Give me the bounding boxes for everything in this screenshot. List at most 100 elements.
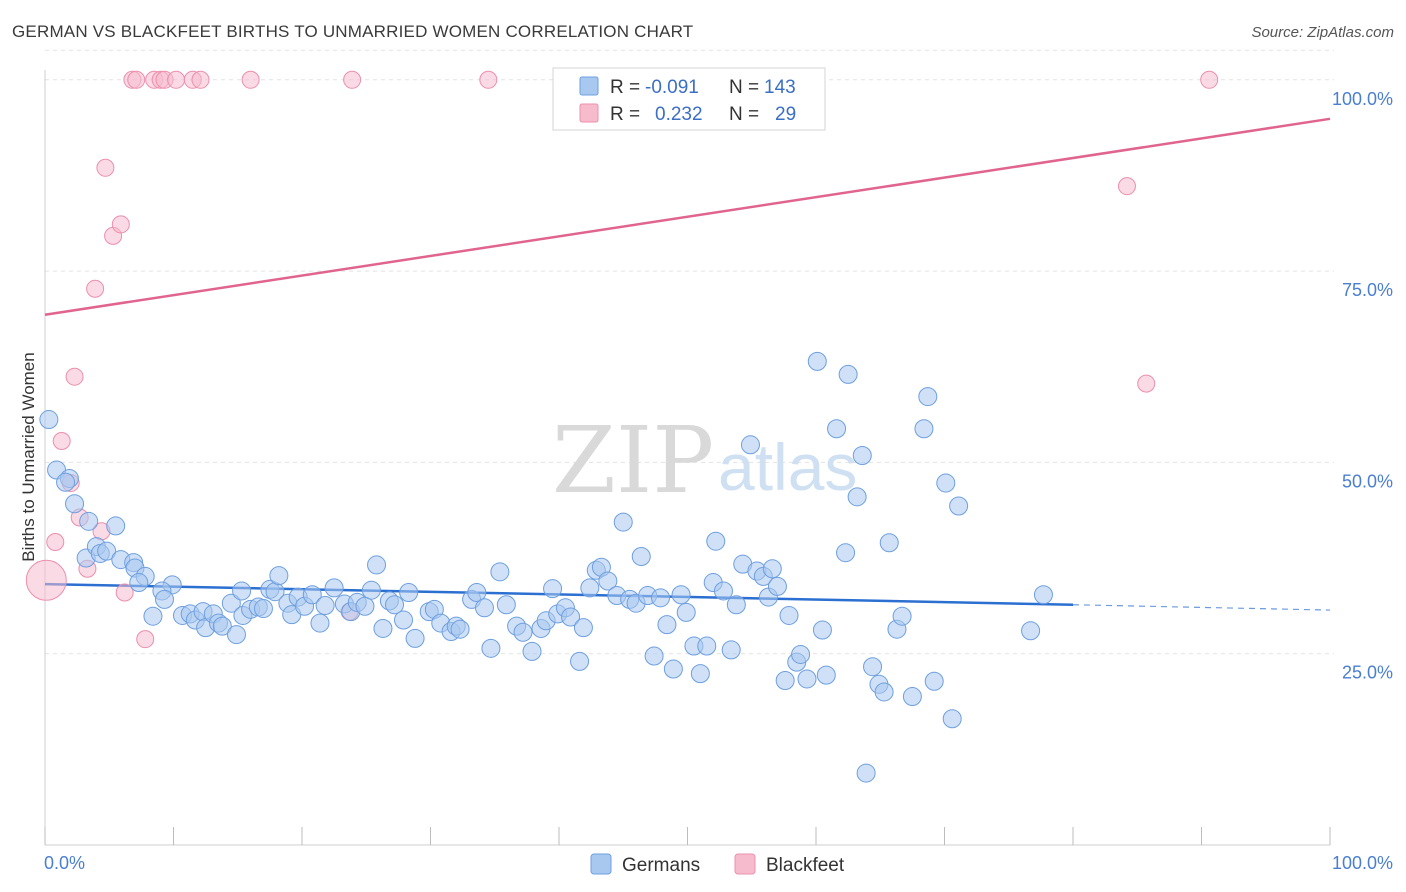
bottom-legend-label-blackfeet: Blackfeet bbox=[766, 855, 845, 876]
blackfeet-point-25 bbox=[479, 70, 498, 89]
legend-n-value-blackfeet: 29 bbox=[775, 104, 796, 125]
blackfeet-point-26 bbox=[1200, 70, 1219, 89]
german-point-27 bbox=[212, 616, 232, 636]
blackfeet-points bbox=[25, 70, 1219, 649]
german-point-28 bbox=[221, 593, 241, 613]
german-points bbox=[39, 351, 1053, 783]
german-point-69 bbox=[496, 595, 516, 615]
german-point-43 bbox=[310, 613, 330, 633]
axes bbox=[44, 70, 1331, 846]
legend-n-value-germans: 143 bbox=[764, 77, 796, 98]
german-point-75 bbox=[543, 579, 563, 599]
bottom-legend: Germans Blackfeet bbox=[590, 853, 845, 876]
blackfeet-point-13 bbox=[136, 630, 155, 649]
blackfeet-point-22 bbox=[241, 70, 260, 89]
german-point-140 bbox=[1033, 585, 1053, 605]
bottom-legend-swatch-blackfeet bbox=[734, 853, 756, 875]
german-point-127 bbox=[874, 682, 894, 702]
german-point-132 bbox=[914, 419, 934, 439]
german-point-18 bbox=[155, 589, 175, 609]
german-point-45 bbox=[324, 578, 344, 598]
german-point-123 bbox=[847, 487, 867, 507]
german-point-131 bbox=[902, 687, 922, 707]
y-axis-title: Births to Unmarried Women bbox=[19, 352, 38, 561]
german-point-138 bbox=[856, 763, 876, 783]
german-point-78 bbox=[561, 607, 581, 627]
bottom-legend-label-germans: Germans bbox=[622, 855, 700, 876]
german-point-51 bbox=[367, 555, 387, 575]
german-point-56 bbox=[399, 582, 419, 602]
source-label: Source: ZipAtlas.com bbox=[1251, 24, 1394, 41]
german-point-94 bbox=[663, 659, 683, 679]
german-point-79 bbox=[570, 651, 590, 671]
german-point-71 bbox=[513, 622, 533, 642]
german-point-15 bbox=[129, 573, 149, 593]
legend-r-value-blackfeet: 0.232 bbox=[655, 104, 703, 125]
watermark: ZIP atlas bbox=[552, 407, 857, 514]
blackfeet-point-15 bbox=[127, 70, 146, 89]
blackfeet-point-8 bbox=[96, 158, 115, 177]
german-point-86 bbox=[613, 512, 633, 532]
x-tick-label-0: 0.0% bbox=[44, 853, 85, 873]
german-point-19 bbox=[143, 606, 163, 626]
german-point-101 bbox=[706, 531, 726, 551]
german-point-102 bbox=[713, 581, 733, 601]
legend-swatch-blackfeet bbox=[579, 103, 599, 123]
german-point-72 bbox=[522, 641, 542, 661]
german-point-124 bbox=[852, 446, 872, 466]
legend-swatch-germans bbox=[579, 76, 599, 96]
y-tick-label-2: 75.0% bbox=[1342, 280, 1393, 300]
german-point-63 bbox=[450, 619, 470, 639]
german-point-65 bbox=[467, 582, 487, 602]
german-point-136 bbox=[942, 709, 962, 729]
y-tick-label-1: 50.0% bbox=[1342, 471, 1393, 491]
german-point-111 bbox=[767, 576, 787, 596]
blackfeet-point-12 bbox=[86, 279, 105, 298]
german-point-44 bbox=[315, 595, 335, 615]
german-point-55 bbox=[394, 610, 414, 630]
y-tick-label-0: 25.0% bbox=[1342, 663, 1393, 683]
trend-lines bbox=[44, 117, 1331, 611]
y-tick-labels: 25.0% 50.0% 75.0% 100.0% bbox=[1332, 89, 1393, 683]
blackfeet-point-27 bbox=[1117, 177, 1136, 196]
y-tick-label-3: 100.0% bbox=[1332, 89, 1393, 109]
german-point-93 bbox=[657, 615, 677, 635]
blackfeet-point-10 bbox=[111, 215, 130, 234]
german-point-92 bbox=[651, 588, 671, 608]
german-point-134 bbox=[924, 671, 944, 691]
german-trend-extension bbox=[1072, 604, 1331, 611]
blackfeet-point-0 bbox=[25, 559, 67, 601]
blackfeet-point-23 bbox=[343, 70, 362, 89]
blackfeet-point-19 bbox=[167, 70, 186, 89]
german-point-84 bbox=[598, 571, 618, 591]
german-point-3 bbox=[56, 472, 76, 492]
bottom-legend-swatch-germans bbox=[590, 853, 612, 875]
german-point-135 bbox=[936, 473, 956, 493]
x-tick-label-1: 100.0% bbox=[1332, 853, 1393, 873]
german-point-4 bbox=[65, 494, 85, 514]
german-point-117 bbox=[807, 351, 827, 371]
gridlines bbox=[45, 49, 1334, 655]
german-point-130 bbox=[892, 606, 912, 626]
legend-n-label-blackfeet: N = bbox=[729, 104, 759, 125]
watermark-atlas: atlas bbox=[718, 430, 857, 504]
german-point-5 bbox=[79, 511, 99, 531]
german-point-139 bbox=[1021, 621, 1041, 641]
chart-title: GERMAN VS BLACKFEET BIRTHS TO UNMARRIED … bbox=[12, 22, 694, 41]
german-point-113 bbox=[779, 605, 799, 625]
watermark-zip: ZIP bbox=[552, 407, 714, 514]
german-point-80 bbox=[573, 618, 593, 638]
german-point-89 bbox=[631, 547, 651, 567]
german-point-54 bbox=[385, 595, 405, 615]
german-point-112 bbox=[775, 670, 795, 690]
blackfeet-point-4 bbox=[65, 367, 84, 386]
blackfeet-point-28 bbox=[1137, 374, 1156, 393]
blackfeet-point-2 bbox=[52, 431, 71, 450]
german-point-31 bbox=[232, 581, 252, 601]
german-point-57 bbox=[405, 628, 425, 648]
legend-box: R = -0.091 N = 143 R = 0.232 N = 29 bbox=[552, 67, 826, 131]
blackfeet-point-21 bbox=[191, 70, 210, 89]
german-point-106 bbox=[740, 435, 760, 455]
german-point-49 bbox=[355, 596, 375, 616]
german-point-128 bbox=[879, 533, 899, 553]
